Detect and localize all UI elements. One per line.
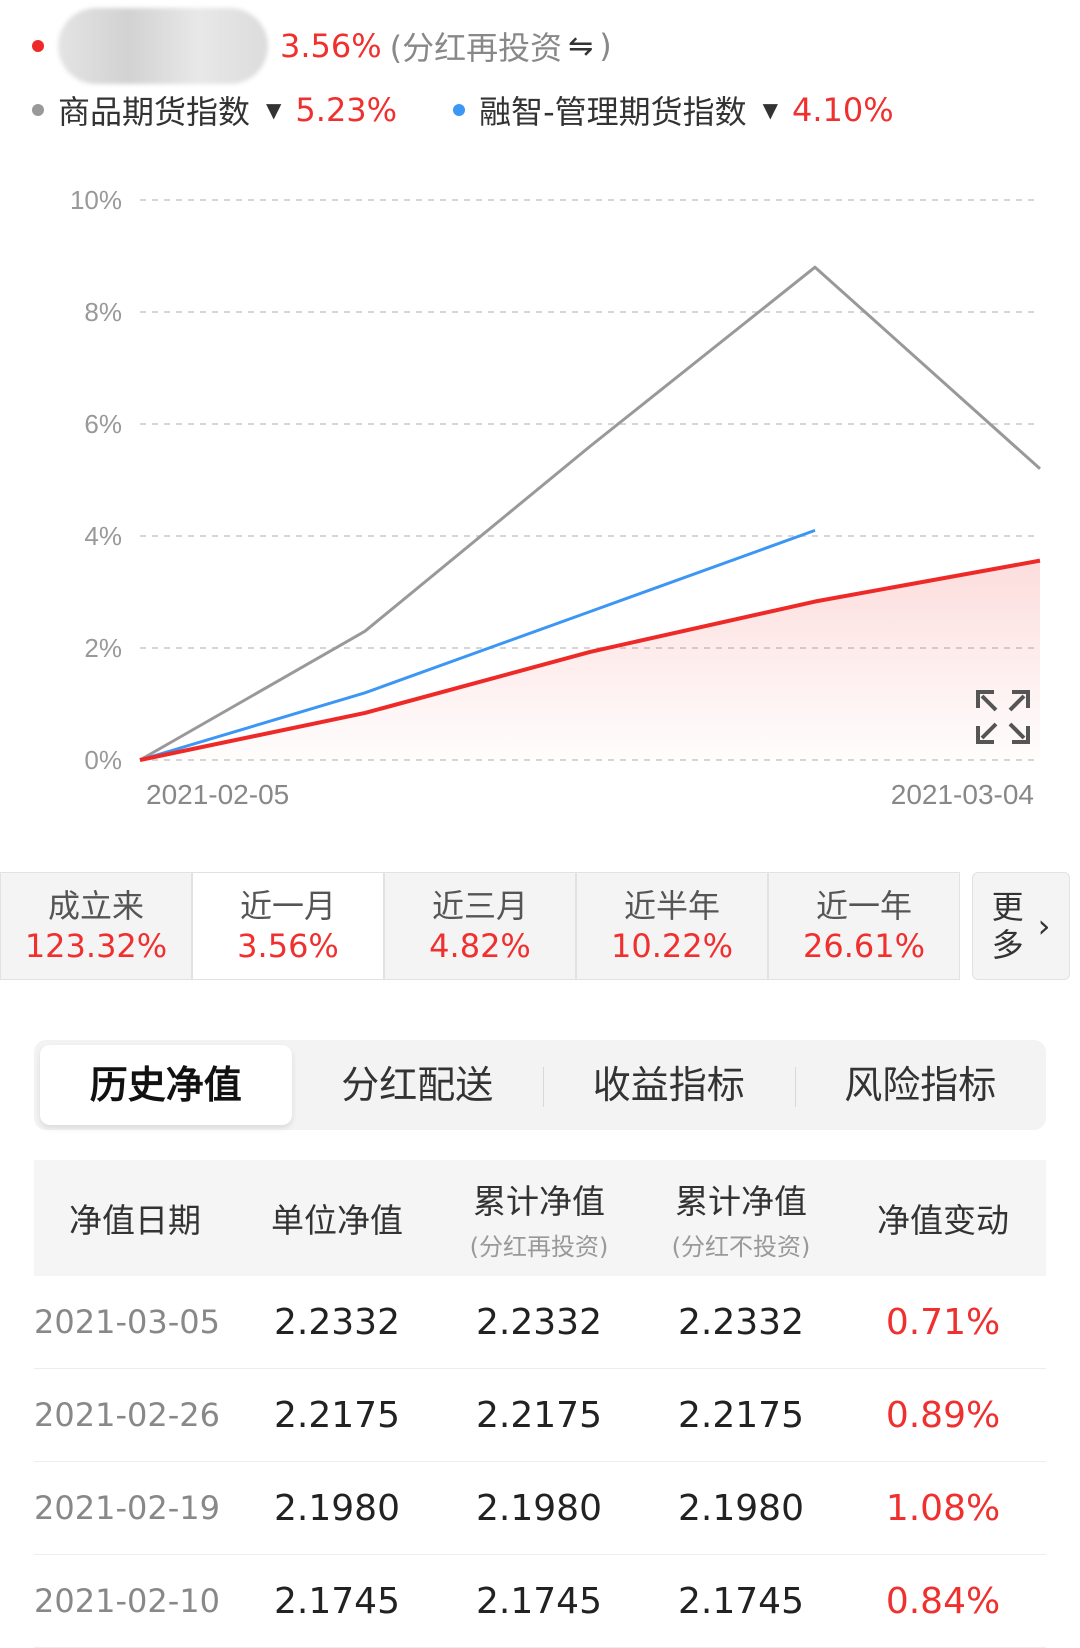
tab-return-metrics[interactable]: 收益指标 [543,1045,795,1125]
y-tick-label: 2% [84,633,122,663]
dropdown-triangle-icon[interactable]: ▼ [266,98,282,122]
cell-unit-nav: 2.1980 [274,1487,400,1529]
expand-icon[interactable] [976,690,1030,744]
period-label: 近半年 [623,887,720,925]
header-unit-nav: 单位净值 [271,1201,403,1240]
y-tick-label: 6% [84,409,122,439]
period-1y[interactable]: 近一年 26.61% [768,872,960,980]
fund-return-subtitle: (分红再投资 [389,29,563,67]
cell-acc-no-reinvest: 2.2332 [678,1301,804,1343]
period-since-inception[interactable]: 成立来 123.32% [0,872,192,980]
period-6m[interactable]: 近半年 10.22% [576,872,768,980]
cell-acc-reinvest: 2.2175 [476,1394,602,1436]
benchmark-legend: 商品期货指数 ▼ 5.23% 融智-管理期货指数 ▼ 4.10% [32,84,894,136]
cell-acc-no-reinvest: 2.1745 [678,1580,804,1622]
fund-return-subtitle-close: ) [599,27,612,65]
period-value: 4.82% [429,927,531,965]
tab-label: 分红配送 [341,1063,494,1107]
header-date: 净值日期 [69,1201,201,1240]
benchmark-dot-commodity [32,104,44,116]
swap-icon[interactable]: ⇋ [568,28,594,64]
cell-date: 2021-02-10 [34,1582,220,1620]
x-tick-label: 2021-02-05 [146,779,289,810]
fund-name-blurred [58,8,268,84]
period-selector: 成立来 123.32% 近一月 3.56% 近三月 4.82% 近半年 10.2… [0,872,1080,982]
cell-acc-no-reinvest: 2.2175 [678,1394,804,1436]
y-tick-label: 10% [70,185,122,215]
header-acc-nav-no-reinvest: 累计净值 (分红不投资) [671,1181,811,1261]
series-line [139,558,1041,762]
dropdown-triangle-icon[interactable]: ▼ [762,98,779,122]
tab-risk-metrics[interactable]: 风险指标 [794,1045,1047,1125]
nav-table-body: 2021-03-05 2.2332 2.2332 2.2332 0.71% 20… [34,1276,1046,1648]
series-area [140,560,1040,760]
chevron-right-icon: › [1037,907,1051,945]
benchmark-return-managed: 4.10% [792,91,894,129]
series-line [139,265,1042,762]
more-periods-button[interactable]: 更多 › [972,872,1070,980]
x-tick-label: 2021-03-04 [891,779,1034,810]
cell-date: 2021-02-26 [34,1396,220,1434]
tab-label: 收益指标 [592,1063,745,1107]
period-value: 123.32% [24,927,168,965]
benchmark-name-managed[interactable]: 融智-管理期货指数 [479,93,747,131]
cell-unit-nav: 2.2332 [274,1301,400,1343]
cell-change: 0.89% [885,1394,1001,1436]
fund-legend-dot [32,40,44,52]
detail-tabs: 历史净值 分红配送 收益指标 风险指标 [34,1040,1046,1130]
benchmark-return-commodity: 5.23% [295,91,398,129]
period-value: 3.56% [237,927,339,965]
cell-change: 1.08% [885,1487,1001,1529]
performance-chart: 0% 2% 4% 6% 8% 10% 2021-02-05 2021-03-04 [70,185,1042,810]
cell-unit-nav: 2.2175 [274,1394,400,1436]
cell-acc-reinvest: 2.1980 [476,1487,602,1529]
cell-acc-no-reinvest: 2.1980 [678,1487,804,1529]
period-value: 26.61% [802,927,925,965]
table-row: 2021-02-10 2.1745 2.1745 2.1745 0.84% [34,1555,1046,1648]
benchmark-name-commodity[interactable]: 商品期货指数 [58,93,251,131]
cell-date: 2021-03-05 [34,1303,220,1341]
fund-return: 3.56% [280,27,382,65]
period-label: 近三月 [431,887,528,925]
table-row: 2021-02-19 2.1980 2.1980 2.1980 1.08% [34,1462,1046,1555]
header-acc-nav-reinvest: 累计净值 (分红再投资) [469,1181,609,1261]
period-label: 成立来 [47,887,144,925]
period-1m[interactable]: 近一月 3.56% [192,872,384,980]
fund-legend: 3.56% (分红再投资 ⇋ ) [32,8,612,84]
tab-dividends[interactable]: 分红配送 [292,1045,544,1125]
tab-label: 风险指标 [844,1063,997,1107]
y-tick-label: 8% [84,297,122,327]
header-change: 净值变动 [877,1201,1009,1240]
period-value: 10.22% [610,927,733,965]
more-label: 更多 [991,888,1024,964]
period-label: 近一年 [815,887,912,925]
tab-history-nav[interactable]: 历史净值 [40,1045,292,1125]
cell-change: 0.71% [885,1301,1001,1343]
period-3m[interactable]: 近三月 4.82% [384,872,576,980]
cell-date: 2021-02-19 [34,1489,220,1527]
nav-table-header: 净值日期 单位净值 累计净值 (分红再投资) 累计净值 (分红不投资) 净值变动 [34,1160,1046,1276]
cell-change: 0.84% [885,1580,1001,1622]
benchmark-dot-managed [453,104,466,116]
cell-acc-reinvest: 2.2332 [476,1301,602,1343]
table-row: 2021-03-05 2.2332 2.2332 2.2332 0.71% [34,1276,1046,1369]
cell-acc-reinvest: 2.1745 [476,1580,602,1622]
y-tick-label: 0% [84,745,122,775]
y-tick-label: 4% [84,521,122,551]
cell-unit-nav: 2.1745 [274,1580,400,1622]
series-line [139,528,816,762]
period-label: 近一月 [239,887,336,925]
table-row: 2021-02-26 2.2175 2.2175 2.2175 0.89% [34,1369,1046,1462]
